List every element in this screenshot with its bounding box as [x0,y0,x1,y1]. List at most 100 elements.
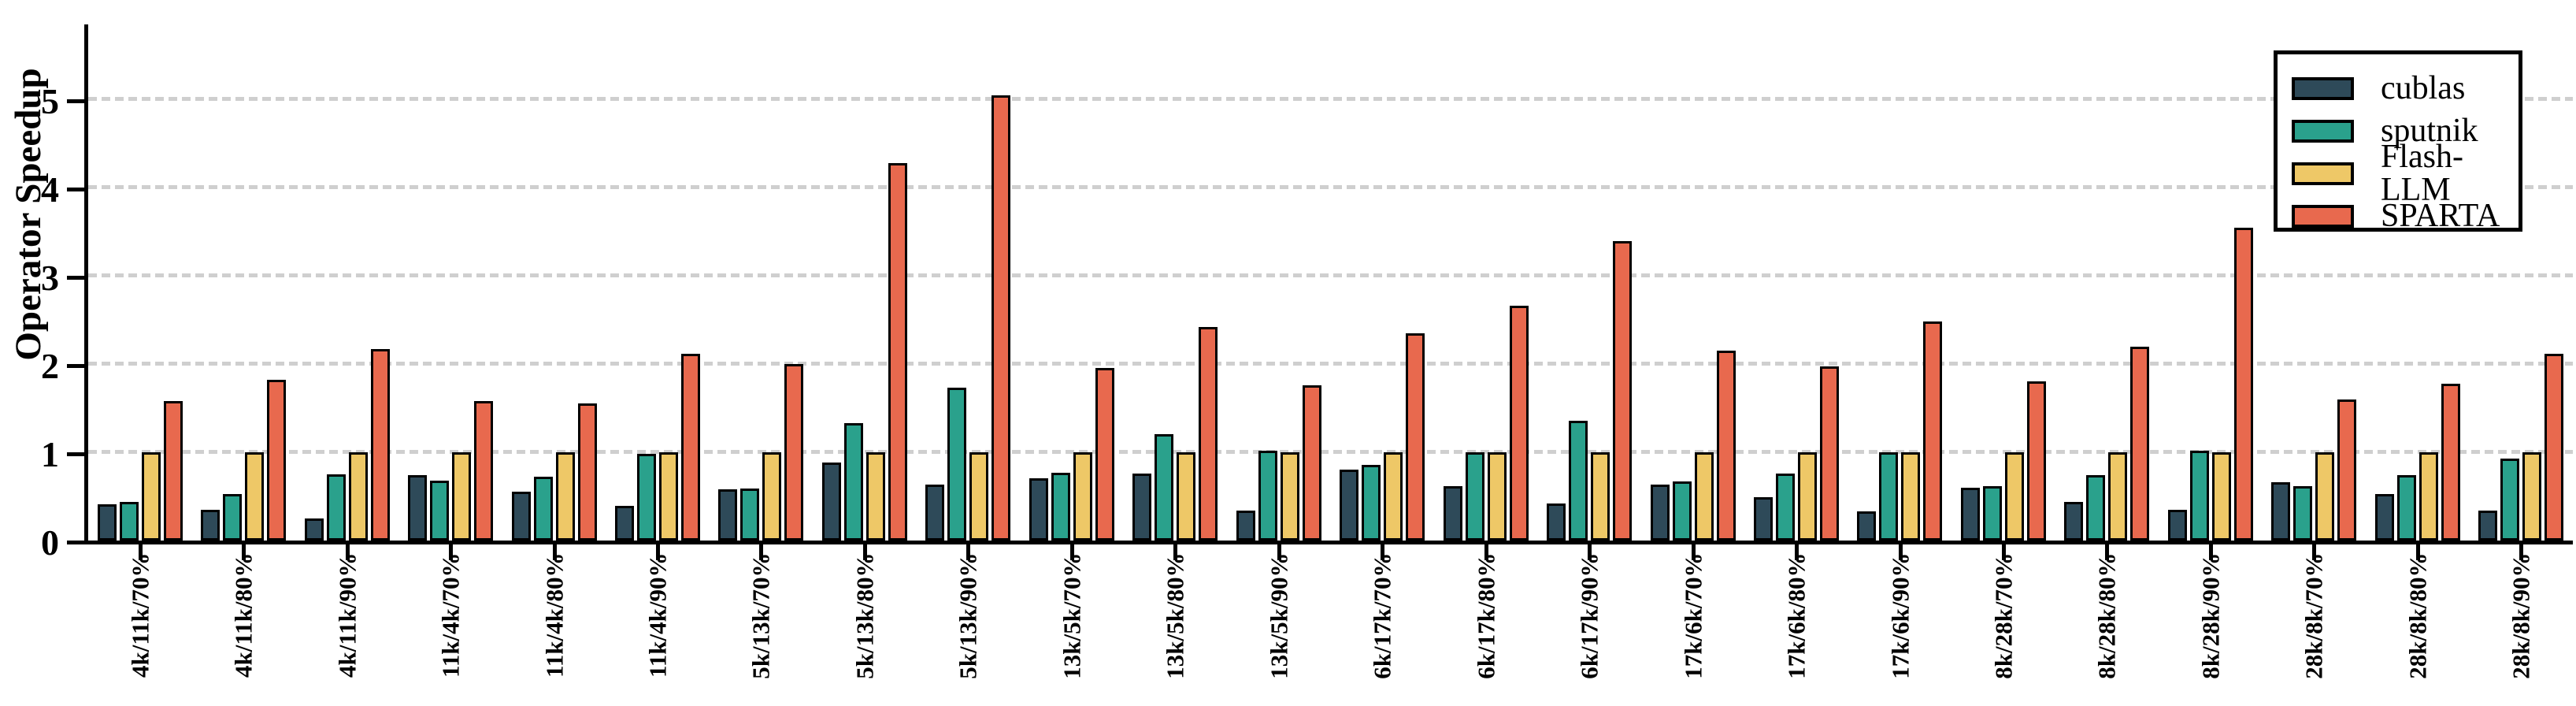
bar-sputnik-13k/5k/70% [1051,473,1070,541]
bar-cublas-4k/11k/70% [97,504,117,541]
x-tick-label-5k/13k/90%: 5k/13k/90% [954,552,981,679]
bar-sputnik-17k/6k/90% [1879,452,1899,541]
bar-SPARTA-11k/4k/80% [577,403,597,541]
bar-group-11k/4k/80% [502,24,606,541]
bar-sputnik-28k/8k/70% [2293,486,2313,541]
bar-Flash-LLM-11k/4k/70% [452,452,472,541]
gridline-y3 [88,273,2573,277]
bar-Flash-LLM-5k/13k/80% [865,452,885,541]
y-tick-label-0: 0 [41,522,59,563]
x-tick-label-8k/28k/90%: 8k/28k/90% [2196,552,2224,679]
bar-SPARTA-4k/11k/70% [163,401,183,541]
bar-cublas-4k/11k/80% [201,510,221,541]
bar-SPARTA-5k/13k/80% [888,163,907,541]
bar-group-11k/4k/90% [606,24,709,541]
bar-sputnik-4k/11k/70% [119,502,139,541]
bar-SPARTA-6k/17k/80% [1509,306,1529,541]
legend-row-Flash-LLM: Flash-LLM [2292,140,2519,206]
bar-SPARTA-28k/8k/80% [2441,384,2460,541]
bar-group-11k/4k/70% [398,24,502,541]
bar-group-5k/13k/90% [917,24,1020,541]
x-tick-mark-28k/8k/90% [2519,544,2523,560]
x-tick-label-11k/4k/80%: 11k/4k/80% [540,552,568,678]
x-tick-label-6k/17k/70%: 6k/17k/70% [1368,552,1395,679]
bar-Flash-LLM-8k/28k/70% [2004,452,2024,541]
bar-Flash-LLM-6k/17k/90% [1591,452,1610,541]
bar-SPARTA-6k/17k/90% [1613,241,1633,541]
y-tick-label-5: 5 [41,81,59,121]
legend-row-cublas: cublas [2292,67,2519,110]
bar-cublas-17k/6k/70% [1650,485,1670,541]
bar-Flash-LLM-11k/4k/80% [555,452,575,541]
x-tick-label-11k/4k/90%: 11k/4k/90% [643,552,671,678]
bar-SPARTA-4k/11k/90% [370,349,390,541]
bar-Flash-LLM-4k/11k/90% [348,452,368,541]
bar-sputnik-4k/11k/90% [326,474,346,541]
bar-Flash-LLM-11k/4k/90% [658,452,678,541]
bar-sputnik-11k/4k/90% [636,454,656,541]
bar-sputnik-5k/13k/70% [740,489,760,541]
x-tick-mark-6k/17k/80% [1484,544,1488,560]
y-tick-label-3: 3 [41,258,59,298]
bar-cublas-5k/13k/90% [925,485,945,541]
bar-group-17k/6k/90% [1848,24,1951,541]
bar-sputnik-8k/28k/70% [1982,486,2002,541]
bar-SPARTA-8k/28k/80% [2130,347,2150,541]
bars-layer [88,24,2573,541]
y-tick-label-2: 2 [41,346,59,386]
legend-swatch-SPARTA [2292,204,2354,228]
x-tick-label-8k/28k/80%: 8k/28k/80% [2092,552,2120,679]
bar-cublas-28k/8k/70% [2271,482,2291,541]
x-tick-label-28k/8k/80%: 28k/8k/80% [2404,552,2431,679]
bar-Flash-LLM-8k/28k/90% [2211,452,2231,541]
bar-sputnik-8k/28k/80% [2086,475,2106,541]
bar-group-6k/17k/70% [1330,24,1433,541]
bar-cublas-8k/28k/70% [1960,488,1980,541]
bar-group-13k/5k/70% [1020,24,1123,541]
bar-sputnik-28k/8k/90% [2500,459,2520,541]
bar-Flash-LLM-5k/13k/70% [762,452,782,541]
bar-cublas-8k/28k/80% [2064,502,2084,541]
bar-Flash-LLM-5k/13k/90% [969,452,989,541]
bar-Flash-LLM-28k/8k/80% [2418,452,2438,541]
x-tick-mark-17k/6k/90% [1899,544,1903,560]
x-tick-mark-13k/5k/90% [1277,544,1281,560]
x-tick-label-6k/17k/90%: 6k/17k/90% [1575,552,1603,679]
bar-sputnik-4k/11k/80% [223,494,243,541]
bar-group-28k/8k/70% [2263,24,2366,541]
bar-SPARTA-8k/28k/90% [2233,228,2253,541]
x-tick-label-8k/28k/70%: 8k/28k/70% [1989,552,2017,679]
bar-group-8k/28k/90% [2159,24,2262,541]
bar-Flash-LLM-28k/8k/90% [2522,452,2542,541]
bar-Flash-LLM-17k/6k/80% [1797,452,1817,541]
legend: cublas sputnik Flash-LLM SPARTA [2274,50,2522,232]
bar-SPARTA-5k/13k/90% [991,95,1011,541]
y-tick-mark-4 [67,188,84,191]
gridline-y2 [88,362,2573,366]
x-tick-label-5k/13k/70%: 5k/13k/70% [747,552,774,679]
bar-sputnik-6k/17k/70% [1362,465,1381,541]
legend-label-cublas: cublas [2381,70,2466,106]
x-tick-label-17k/6k/70%: 17k/6k/70% [1679,552,1707,679]
legend-label-Flash-LLM: Flash-LLM [2381,139,2463,208]
legend-swatch-sputnik [2292,119,2354,143]
bar-cublas-11k/4k/90% [614,506,634,541]
x-tick-mark-8k/28k/90% [2209,544,2213,560]
x-tick-label-28k/8k/70%: 28k/8k/70% [2300,552,2327,679]
bar-cublas-6k/17k/90% [1547,503,1566,541]
x-tick-mark-8k/28k/80% [2105,544,2109,560]
bar-sputnik-11k/4k/70% [430,481,450,541]
y-tick-mark-3 [67,276,84,280]
bar-SPARTA-11k/4k/70% [474,401,494,541]
bar-cublas-11k/4k/70% [408,475,428,541]
bar-SPARTA-11k/4k/90% [680,354,700,541]
y-tick-mark-1 [67,452,84,456]
x-tick-label-4k/11k/80%: 4k/11k/80% [229,552,257,678]
x-tick-mark-8k/28k/70% [2002,544,2006,560]
bar-Flash-LLM-6k/17k/70% [1384,452,1403,541]
bar-SPARTA-28k/8k/70% [2337,399,2357,541]
bar-cublas-5k/13k/80% [821,463,841,541]
x-tick-label-13k/5k/90%: 13k/5k/90% [1265,552,1292,679]
x-tick-label-28k/8k/90%: 28k/8k/90% [2507,552,2534,679]
